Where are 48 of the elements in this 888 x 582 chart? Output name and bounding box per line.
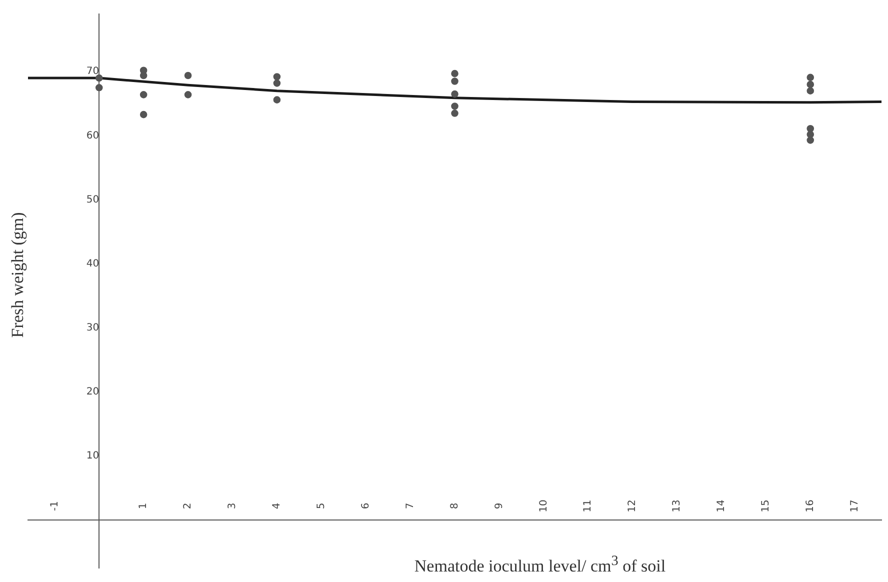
x-tick-label: -1 bbox=[49, 500, 60, 511]
point bbox=[806, 80, 814, 88]
y-tick-label: 30 bbox=[86, 322, 100, 334]
x-tick-label: 12 bbox=[627, 500, 638, 512]
x-tick-label: 10 bbox=[538, 500, 550, 512]
y-axis-title: Fresh weight (gm) bbox=[8, 211, 28, 340]
x-tick-label: 7 bbox=[404, 502, 416, 510]
x-tick-label: 17 bbox=[849, 500, 860, 512]
point bbox=[140, 110, 148, 118]
point bbox=[806, 87, 814, 95]
point bbox=[806, 136, 814, 144]
point bbox=[184, 72, 192, 80]
point bbox=[451, 70, 458, 78]
point bbox=[184, 91, 192, 98]
x-tick-label: 2 bbox=[182, 502, 194, 510]
point bbox=[273, 96, 281, 104]
x-tick-label: 14 bbox=[716, 500, 728, 512]
y-tick-label: 50 bbox=[86, 194, 100, 206]
point bbox=[806, 74, 814, 82]
x-tick-label: 5 bbox=[316, 502, 327, 510]
point bbox=[451, 102, 458, 110]
x-axis-title: Nematode ioculum level/ cm$^{3}$ of soil bbox=[413, 553, 667, 577]
point bbox=[273, 80, 281, 87]
y-tick-label: 20 bbox=[86, 386, 100, 398]
x-tick-label: 4 bbox=[272, 502, 283, 510]
y-tick-label: 40 bbox=[86, 258, 100, 270]
point bbox=[95, 84, 103, 92]
x-tick-label: 6 bbox=[360, 502, 372, 510]
point bbox=[806, 124, 814, 132]
x-tick-label: 16 bbox=[804, 500, 816, 512]
y-tick-label: 70 bbox=[86, 66, 100, 78]
x-tick-label: 3 bbox=[227, 502, 238, 510]
point bbox=[273, 73, 281, 80]
point bbox=[95, 74, 103, 82]
x-tick-label: 13 bbox=[672, 500, 683, 512]
point bbox=[451, 110, 458, 117]
point bbox=[806, 130, 814, 138]
y-tick-label: 60 bbox=[86, 130, 100, 142]
point bbox=[451, 78, 458, 85]
x-tick-label: 9 bbox=[494, 502, 505, 510]
point bbox=[140, 91, 148, 98]
x-tick-label: 8 bbox=[449, 502, 460, 510]
x-tick-label: 15 bbox=[760, 500, 772, 512]
y-tick-label: 10 bbox=[86, 450, 100, 462]
x-tick-label: 1 bbox=[138, 502, 150, 510]
point bbox=[451, 90, 458, 98]
point bbox=[140, 72, 148, 80]
x-tick-label: 11 bbox=[582, 500, 594, 512]
